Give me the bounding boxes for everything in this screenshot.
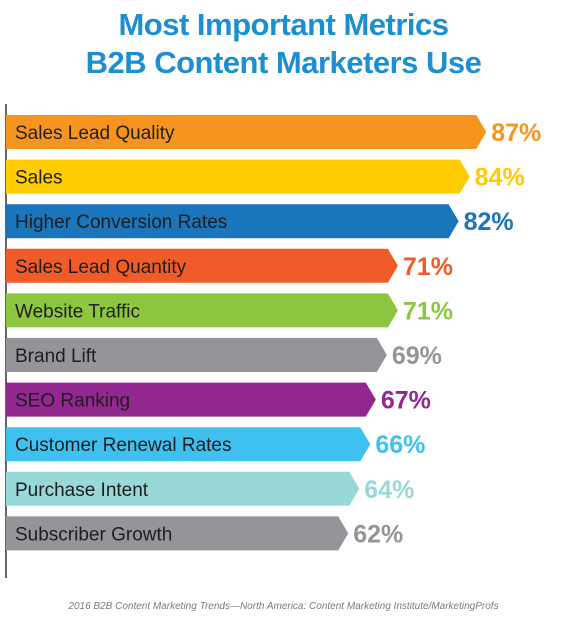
category-label: Brand Lift <box>15 346 97 367</box>
category-label: Sales Lead Quantity <box>15 257 187 278</box>
category-label: SEO Ranking <box>15 391 130 412</box>
category-label: Sales Lead Quality <box>15 123 175 144</box>
category-label: Sales <box>15 168 63 189</box>
category-label: Customer Renewal Rates <box>15 435 231 456</box>
bar <box>6 204 459 239</box>
source-note: 2016 B2B Content Marketing Trends—North … <box>68 601 499 612</box>
bar-group: Website Traffic 71% <box>6 293 453 328</box>
value-label: 64% <box>364 476 414 504</box>
value-label: 87% <box>491 119 541 147</box>
bar-group: SEO Ranking 67% <box>6 382 431 417</box>
value-label: 82% <box>464 208 514 236</box>
bar <box>6 115 487 149</box>
bar-group: Sales Lead Quality 87% <box>6 115 541 149</box>
category-label: Subscriber Growth <box>15 524 172 545</box>
bar-chart: Sales Lead Quality 87% Sales 84% Higher Conv… <box>5 104 541 578</box>
bar <box>6 159 470 194</box>
value-label: 66% <box>375 431 425 459</box>
bar-group: Sales 84% <box>6 159 525 194</box>
bar-group: Sales Lead Quantity 71% <box>6 248 453 283</box>
category-label: Website Traffic <box>15 301 140 322</box>
bar-group: Higher Conversion Rates 82% <box>6 204 514 239</box>
value-label: 62% <box>353 520 403 548</box>
chart-title-line-2: B2B Content Marketers Use <box>85 45 482 80</box>
bar <box>6 248 398 283</box>
bar-group: Purchase Intent 64% <box>6 471 414 506</box>
value-label: 71% <box>403 297 453 325</box>
bar-group: Subscriber Growth 62% <box>6 516 403 551</box>
bar <box>6 338 387 372</box>
chart-title-line-1: Most Important Metrics <box>118 7 449 42</box>
value-label: 67% <box>381 387 431 415</box>
bar <box>6 293 398 328</box>
bar <box>6 471 360 506</box>
bar <box>6 516 349 551</box>
value-label: 84% <box>475 164 525 192</box>
category-label: Higher Conversion Rates <box>15 212 227 233</box>
value-label: 71% <box>403 253 453 281</box>
value-label: 69% <box>392 342 442 370</box>
bar-group: Brand Lift 69% <box>6 338 442 372</box>
bar <box>6 427 371 462</box>
bar <box>6 382 376 417</box>
category-label: Purchase Intent <box>15 480 149 501</box>
bar-group: Customer Renewal Rates 66% <box>6 427 425 462</box>
